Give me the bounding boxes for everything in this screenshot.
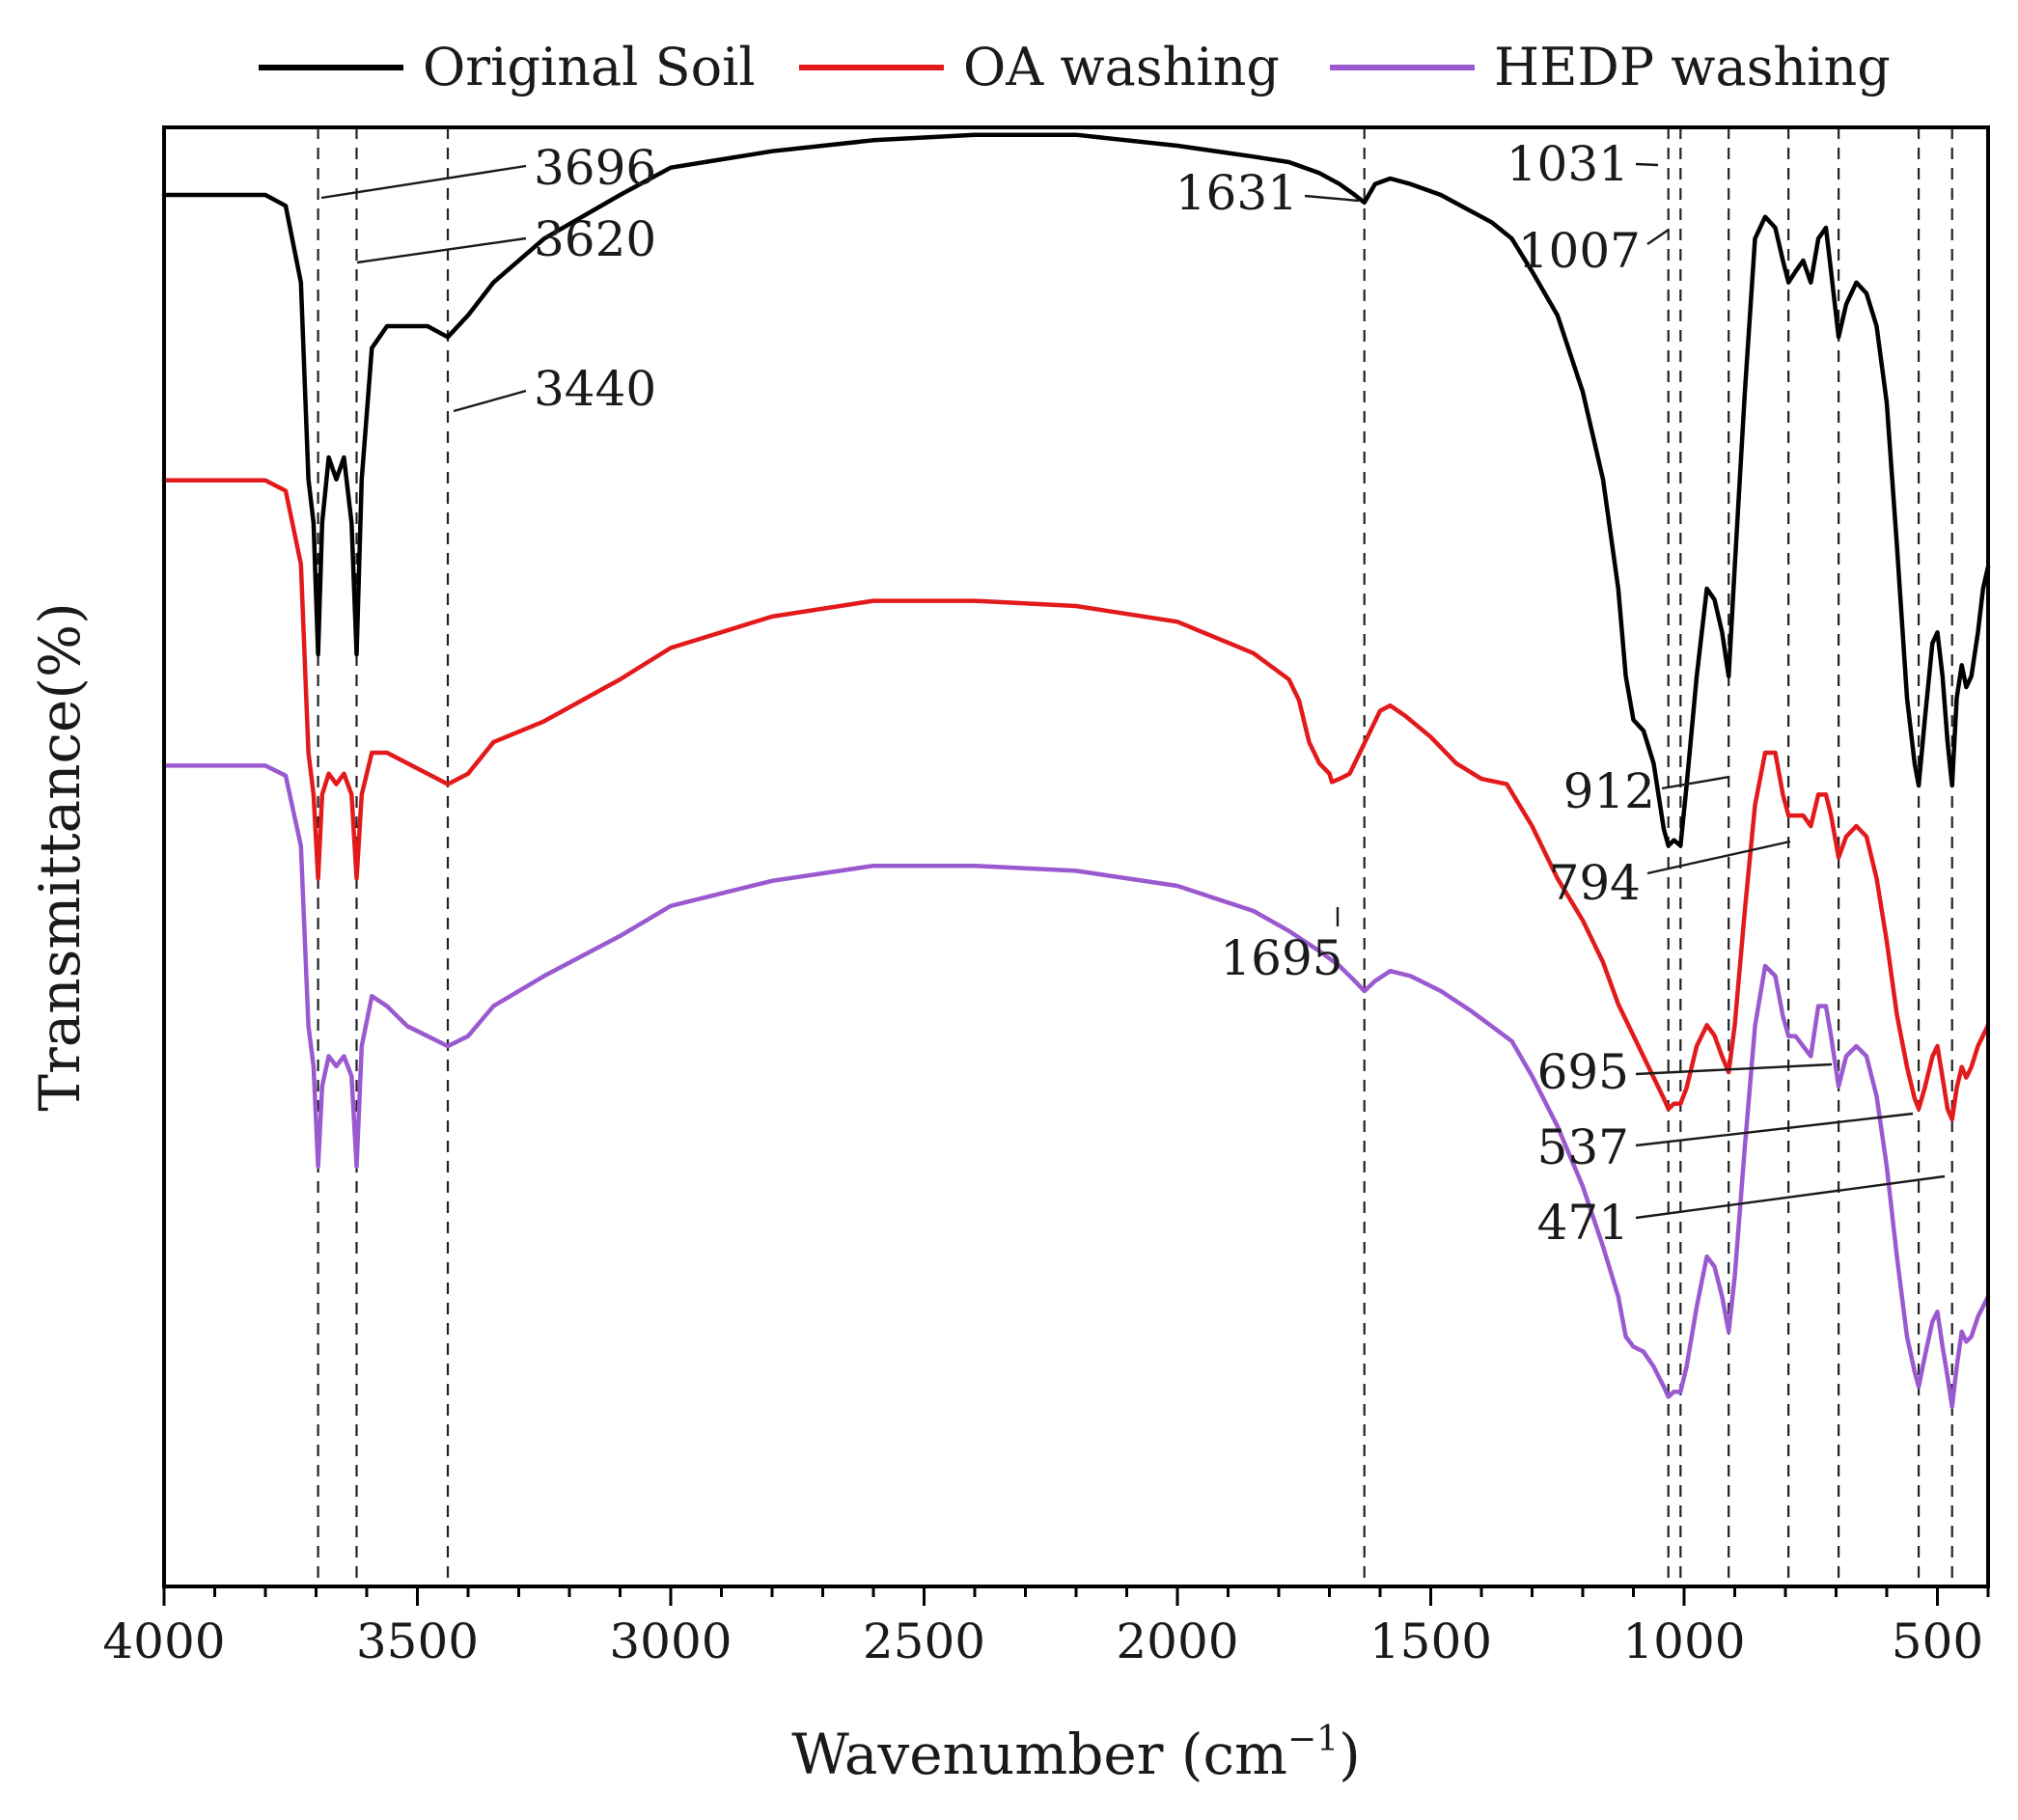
peak-label-1695: 1695	[1220, 930, 1342, 986]
peak-label-1007: 1007	[1518, 223, 1641, 279]
series-line-hedp-washing	[161, 763, 1991, 1410]
leader-line-1007	[1646, 229, 1670, 245]
leader-line-695	[1635, 1062, 1833, 1076]
leader-line-1031	[1635, 162, 1659, 167]
x-axis-title: Wavenumber (cm−1)	[791, 1720, 1360, 1787]
peak-label-912: 912	[1563, 763, 1655, 819]
x-axis-ticks: 4000 3500 3000 2500 2000 1500 1000 500	[102, 1586, 1990, 1669]
leader-line-1631	[1304, 194, 1360, 203]
plot-frame	[162, 125, 1990, 1588]
series-group	[161, 132, 1991, 1410]
x-tick-label-1000: 1000	[1622, 1613, 1745, 1669]
reference-lines	[317, 127, 1953, 1586]
legend-label-original-soil: Original Soil	[423, 37, 756, 97]
x-axis-title-superscript: −1	[1287, 1720, 1339, 1759]
annotation-leaders	[320, 162, 1946, 1220]
x-tick-label-3000: 3000	[609, 1613, 732, 1669]
x-tick-label-2500: 2500	[863, 1613, 985, 1669]
leader-line-471	[1635, 1174, 1946, 1220]
peak-label-3620: 3620	[534, 211, 656, 267]
peak-label-794: 794	[1549, 855, 1641, 911]
peak-annotations: 3696 3620 3440 1631 1031 1007 1695 912 794 695 537…	[534, 136, 1655, 1251]
legend-label-oa-washing: OA washing	[963, 37, 1280, 97]
peak-label-1031: 1031	[1507, 136, 1629, 192]
x-tick-label-3500: 3500	[356, 1613, 479, 1669]
legend-label-hedp-washing: HEDP washing	[1494, 37, 1891, 97]
legend: Original Soil OA washing HEDP washing	[259, 37, 1891, 97]
leader-line-3696	[320, 164, 527, 200]
x-tick-label-1500: 1500	[1369, 1613, 1492, 1669]
series-line-original-soil	[161, 132, 1991, 848]
leader-line-3440	[453, 389, 527, 413]
x-tick-label-2000: 2000	[1116, 1613, 1238, 1669]
peak-label-1631: 1631	[1175, 165, 1298, 221]
series-line-oa-washing	[161, 478, 1991, 1122]
x-tick-label-4000: 4000	[102, 1613, 225, 1669]
y-axis-title: Transmittance(%)	[27, 602, 93, 1111]
x-axis-title-close: )	[1339, 1722, 1361, 1787]
x-axis-title-main: Wavenumber (cm	[791, 1722, 1287, 1787]
peak-label-3440: 3440	[534, 361, 656, 417]
leader-line-912	[1661, 775, 1730, 790]
leader-line-537	[1635, 1112, 1914, 1147]
peak-label-695: 695	[1537, 1044, 1629, 1100]
peak-label-537: 537	[1537, 1119, 1629, 1175]
leader-line-794	[1646, 840, 1791, 875]
x-tick-label-500: 500	[1892, 1613, 1983, 1669]
peak-label-471: 471	[1537, 1195, 1629, 1251]
leader-line-3620	[356, 236, 527, 264]
peak-label-3696: 3696	[534, 140, 656, 196]
